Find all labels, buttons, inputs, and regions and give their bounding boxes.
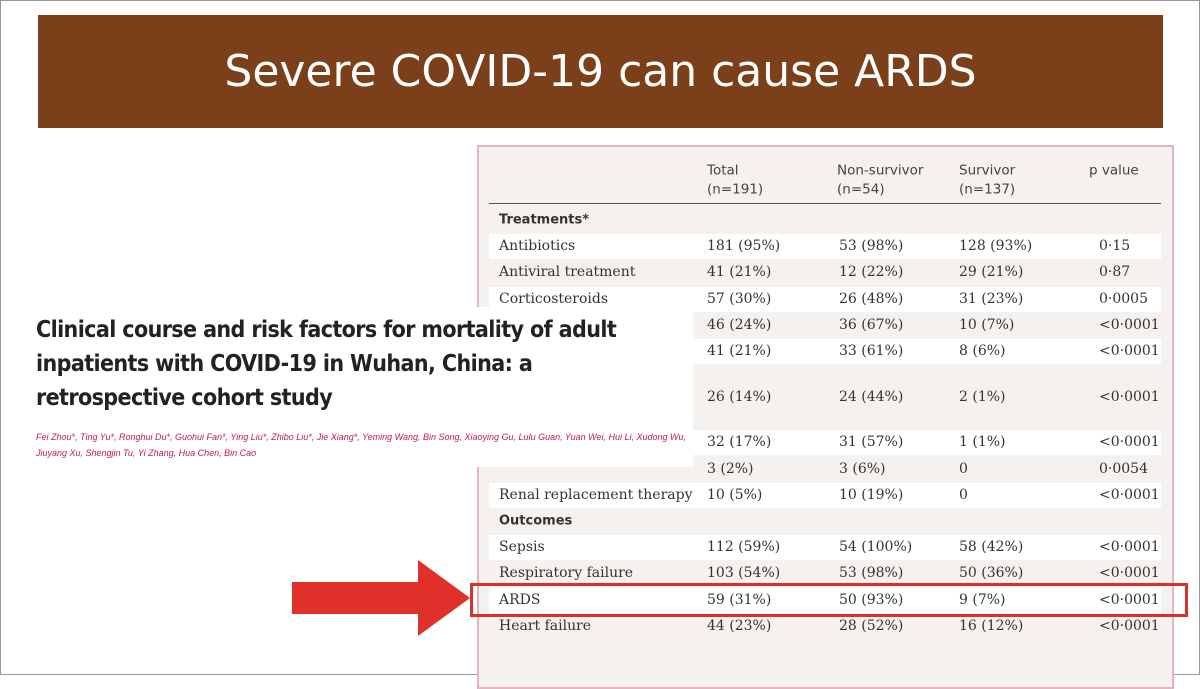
column-header: Non-survivor — [837, 162, 924, 179]
column-n: (n=54) — [837, 181, 885, 198]
cell: 0·15 — [1099, 238, 1131, 254]
cell: 31 (23%) — [959, 291, 1024, 307]
cell: 181 (95%) — [707, 238, 781, 254]
column-header: Survivor — [959, 162, 1016, 179]
cell: 54 (100%) — [839, 539, 913, 555]
paper-card: Clinical course and risk factors for mor… — [28, 307, 693, 467]
cell: <0·0001 — [1099, 618, 1160, 634]
cell: <0·0001 — [1099, 539, 1160, 555]
cell: 26 (14%) — [707, 389, 772, 405]
cell: 1 (1%) — [959, 434, 1006, 450]
cell: 59 (31%) — [707, 592, 772, 608]
cell: 36 (67%) — [839, 317, 904, 333]
cell: 3 (6%) — [839, 461, 886, 477]
row-label: Antiviral treatment — [499, 264, 636, 280]
column-header: Total — [707, 162, 739, 179]
cell: 3 (2%) — [707, 461, 754, 477]
row-label: Respiratory failure — [499, 565, 634, 581]
paper-authors: Fei Zhou*, Ting Yu*, Ronghui Du*, Guohui… — [36, 432, 686, 458]
row-background — [489, 535, 1161, 560]
cell: 16 (12%) — [959, 618, 1024, 634]
cell: <0·0001 — [1099, 317, 1160, 333]
cell: 44 (23%) — [707, 618, 772, 634]
row-label: Heart failure — [499, 618, 592, 634]
cell: 2 (1%) — [959, 389, 1006, 405]
cell: <0·0001 — [1099, 487, 1160, 503]
row-background — [489, 483, 1161, 508]
cell: 10 (5%) — [707, 487, 763, 503]
cell: 28 (52%) — [839, 618, 904, 634]
cell: 41 (21%) — [707, 343, 772, 359]
cell: <0·0001 — [1099, 434, 1160, 450]
cell: <0·0001 — [1099, 592, 1160, 608]
cell: 31 (57%) — [839, 434, 904, 450]
paper-title: Clinical course and risk factors for mor… — [36, 317, 617, 411]
column-header: p value — [1089, 162, 1139, 179]
column-n: (n=191) — [707, 181, 764, 198]
cell: 24 (44%) — [839, 389, 904, 405]
row-label: Antibiotics — [499, 238, 576, 254]
cell: 0·87 — [1099, 264, 1131, 280]
cell: <0·0001 — [1099, 343, 1160, 359]
cell: 112 (59%) — [707, 539, 781, 555]
cell: 33 (61%) — [839, 343, 904, 359]
row-background — [489, 234, 1161, 259]
cell: 57 (30%) — [707, 291, 772, 307]
cell: 10 (7%) — [959, 317, 1015, 333]
row-label: Corticosteroids — [499, 291, 609, 307]
section-heading: Outcomes — [499, 513, 573, 529]
cell: 103 (54%) — [707, 565, 781, 581]
cell: 0 — [959, 461, 968, 477]
cell: <0·0001 — [1099, 565, 1160, 581]
cell: 41 (21%) — [707, 264, 772, 280]
cell: 32 (17%) — [707, 434, 772, 450]
cell: 50 (93%) — [839, 592, 904, 608]
slide-title: Severe COVID-19 can cause ARDS — [38, 15, 1163, 128]
header-rule — [489, 203, 1161, 204]
cell: 46 (24%) — [707, 317, 772, 333]
cell: 29 (21%) — [959, 264, 1024, 280]
cell: 10 (19%) — [839, 487, 904, 503]
cell: 53 (98%) — [839, 238, 904, 254]
cell: 8 (6%) — [959, 343, 1006, 359]
row-label: Sepsis — [499, 539, 545, 555]
cell: 128 (93%) — [959, 238, 1033, 254]
cell: <0·0001 — [1099, 389, 1160, 405]
arrow — [292, 560, 470, 636]
cell: 12 (22%) — [839, 264, 904, 280]
cell: 0·0005 — [1099, 291, 1148, 307]
highlight-box — [470, 583, 1188, 617]
cell: 9 (7%) — [959, 592, 1006, 608]
row-label: ARDS — [499, 592, 541, 608]
cell: 53 (98%) — [839, 565, 904, 581]
cell: 0·0054 — [1099, 461, 1148, 477]
cell: 50 (36%) — [959, 565, 1024, 581]
cell: 58 (42%) — [959, 539, 1024, 555]
row-background — [489, 588, 1161, 613]
section-heading: Treatments* — [499, 212, 590, 228]
cell: 26 (48%) — [839, 291, 904, 307]
row-label: Renal replacement therapy — [499, 487, 693, 503]
column-n: (n=137) — [959, 181, 1016, 198]
cell: 0 — [959, 487, 968, 503]
